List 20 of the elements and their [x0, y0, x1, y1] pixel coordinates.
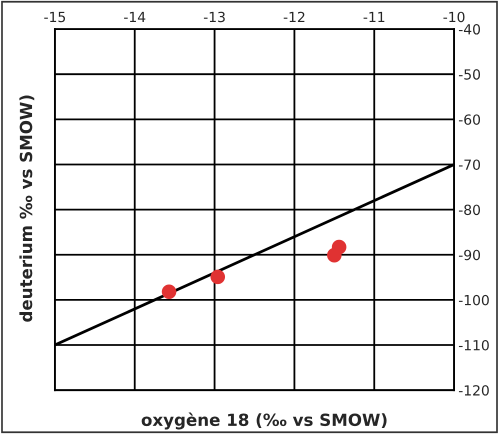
- point: [162, 284, 176, 300]
- x-tick-label: -10: [443, 12, 465, 22]
- y-tick-label: -80: [458, 204, 480, 216]
- y-tick-label: -60: [458, 114, 480, 125]
- x-tick-label: -15: [44, 12, 66, 22]
- y-tick-label: -50: [458, 69, 480, 80]
- x-tick-label: -12: [284, 12, 304, 22]
- x-axis-title: oxygène 18 (‰ vs SMOW): [142, 412, 387, 430]
- x-tick-label: -13: [204, 12, 225, 22]
- y-tick-label: -90: [458, 250, 480, 260]
- y-tick-label: -110: [458, 340, 489, 351]
- y-tick-label: -70: [458, 159, 480, 170]
- y-tick-label: -100: [458, 294, 489, 306]
- y-tick-label: -40: [458, 24, 480, 35]
- x-tick-label: -11: [364, 12, 384, 22]
- y-tick-label: -120: [458, 385, 489, 396]
- x-tick-label: -14: [124, 12, 146, 22]
- y-axis-title: deuterium ‰ vs SMOW): [19, 96, 34, 322]
- point: [332, 240, 346, 254]
- point: [210, 270, 226, 284]
